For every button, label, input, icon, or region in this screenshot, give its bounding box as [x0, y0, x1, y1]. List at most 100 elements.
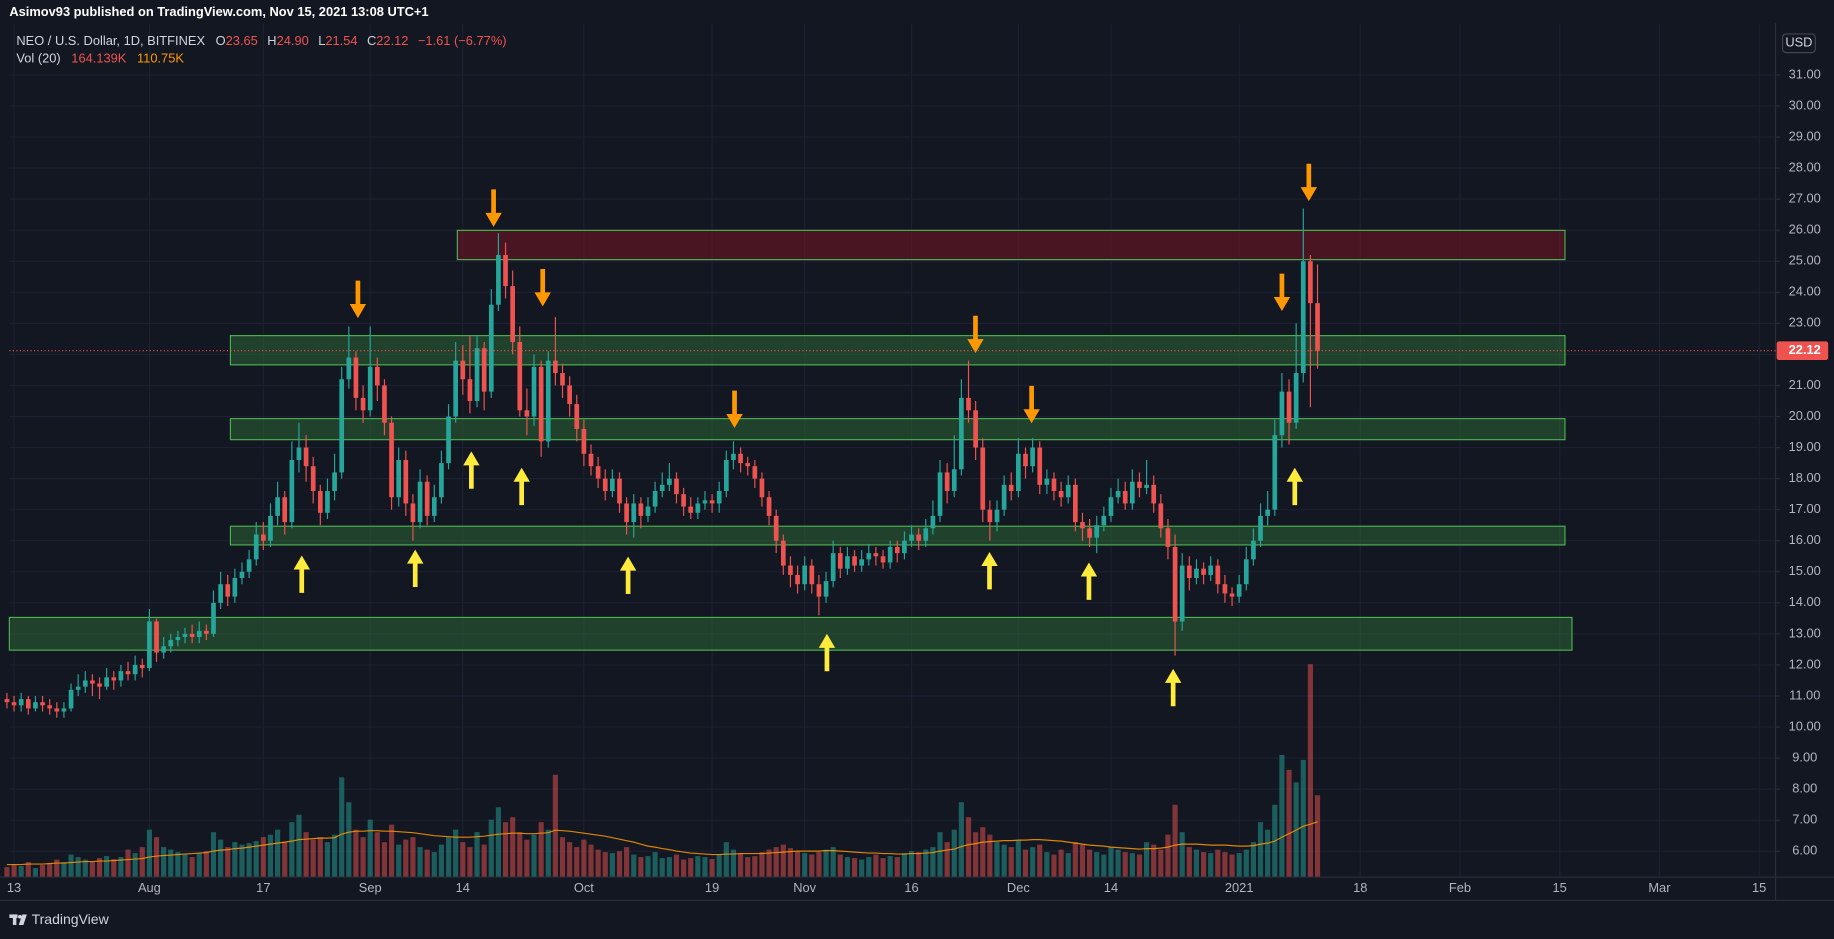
candle-body — [1315, 303, 1320, 351]
candle-body — [852, 556, 857, 566]
candle-body — [716, 491, 722, 504]
candle-body — [773, 515, 779, 541]
candle-body — [980, 447, 986, 510]
candle-body — [816, 584, 822, 597]
volume-bar — [495, 807, 501, 878]
volume-bar — [574, 847, 580, 878]
x-tick-label: Nov — [793, 880, 816, 895]
y-tick-label: 15.00 — [1789, 563, 1821, 578]
y-tick-label: 9.00 — [1792, 749, 1817, 764]
y-tick-label: 10.00 — [1789, 718, 1821, 733]
volume-bar — [218, 839, 224, 878]
candle-body — [139, 664, 145, 669]
y-tick-label: 31.00 — [1789, 66, 1821, 81]
candle-body — [1194, 568, 1199, 578]
volume-bar — [39, 865, 46, 878]
volume-bar — [559, 837, 566, 878]
volume-bar — [859, 859, 865, 878]
volume-bar — [809, 854, 815, 878]
candle-body — [1258, 515, 1263, 541]
candle-body — [389, 422, 394, 498]
candle-body — [282, 497, 288, 523]
last-price-label: 22.12 — [1789, 342, 1821, 357]
candles — [4, 208, 1320, 718]
candle-body — [68, 689, 74, 709]
volume-bar — [445, 837, 452, 878]
volume-bar — [189, 857, 195, 878]
volume-bar — [381, 842, 388, 878]
ohlc-key: C — [367, 33, 376, 48]
volume-bar — [118, 857, 124, 878]
volume-bar — [709, 859, 715, 878]
volume-bar — [54, 859, 60, 878]
candle-body — [1172, 546, 1178, 622]
candle-body — [1300, 261, 1306, 374]
candle-body — [688, 506, 694, 513]
candle-body — [902, 540, 907, 554]
candle-body — [61, 708, 67, 712]
ohlc-key: L — [318, 33, 325, 48]
candle-body — [97, 683, 102, 687]
candle-body — [567, 385, 572, 405]
x-tick-label: Aug — [138, 880, 161, 895]
candle-body — [325, 491, 330, 513]
volume-ma-line — [6, 821, 1318, 866]
volume-bar — [317, 837, 323, 878]
volume-bar — [182, 854, 188, 878]
volume-bar — [410, 837, 416, 878]
candle-body — [182, 633, 188, 637]
candle-body — [959, 397, 964, 470]
candle-body — [232, 577, 238, 597]
volume-bar — [303, 832, 309, 878]
volume-bar — [68, 854, 74, 878]
y-tick-label: 17.00 — [1789, 501, 1821, 516]
candle-body — [147, 621, 152, 669]
candle-body — [1094, 525, 1100, 538]
candle-body — [132, 664, 138, 675]
volume-bar — [1193, 849, 1200, 878]
candle-body — [410, 503, 416, 523]
x-tick-label: Dec — [1007, 880, 1030, 895]
candle-body — [574, 404, 580, 429]
volume-bar — [125, 849, 131, 878]
candle-body — [303, 447, 309, 467]
candle-body — [382, 385, 387, 423]
candle-body — [866, 553, 872, 560]
volume-bar — [1072, 842, 1078, 878]
candle-body — [446, 416, 451, 464]
volume-bar — [417, 847, 423, 878]
volume-bar — [332, 834, 338, 878]
volume-bar — [232, 842, 238, 878]
candle-body — [617, 478, 622, 504]
candle-body — [332, 472, 337, 492]
volume-bar — [517, 832, 523, 878]
down-arrow — [967, 315, 984, 354]
volume-bar — [424, 849, 430, 878]
y-tick-label: 26.00 — [1789, 222, 1821, 237]
candle-body — [1023, 453, 1028, 467]
volume-bar — [453, 829, 459, 878]
candle-body — [1208, 565, 1214, 575]
candle-body — [239, 571, 245, 578]
y-tick-label: 19.00 — [1789, 439, 1821, 454]
volume-bar — [1236, 853, 1242, 878]
candle-body — [403, 459, 409, 504]
currency-box[interactable] — [1781, 33, 1816, 54]
volume-bar — [1200, 852, 1207, 878]
volume-bar — [246, 843, 252, 878]
candle-body — [1279, 391, 1285, 436]
volume-value: 164.139K — [71, 51, 126, 66]
volume-bar — [716, 854, 722, 878]
candle-body — [196, 630, 202, 637]
up-arrow — [619, 556, 637, 595]
currency[interactable]: USD — [1785, 35, 1812, 50]
volume-bar — [823, 849, 829, 878]
candle-body — [909, 534, 914, 541]
y-tick-label: 18.00 — [1789, 470, 1821, 485]
volume-bar — [1115, 849, 1121, 878]
x-tick-label: Mar — [1648, 880, 1671, 895]
candle-body — [439, 463, 444, 498]
candle-body — [780, 540, 786, 566]
candle-body — [581, 428, 587, 454]
candle-body — [1222, 584, 1228, 594]
